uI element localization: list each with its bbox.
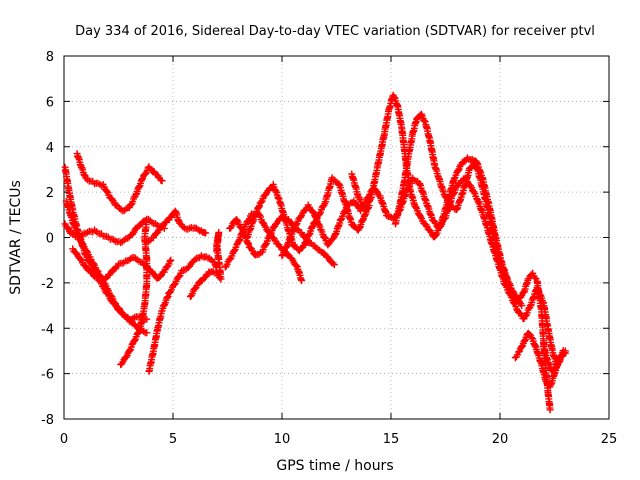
- series-track-8: [143, 207, 210, 246]
- track-point-markers: [391, 110, 526, 310]
- series-track-7: [145, 252, 221, 375]
- y-tick-label: -4: [41, 322, 54, 337]
- track-point-markers: [73, 150, 166, 215]
- y-tick-label: 0: [46, 232, 54, 247]
- track-point-markers: [143, 207, 210, 246]
- track-point-markers: [278, 174, 561, 369]
- series-track-3: [73, 150, 166, 215]
- axis-ticks: 0 5 10 15 20 25 -8 -6 -4 -2 0 2 4 6 8: [41, 50, 617, 447]
- track-point-markers: [348, 91, 554, 414]
- series-track-9: [186, 229, 225, 300]
- x-tick-label: 10: [274, 432, 291, 447]
- y-tick-label: 6: [46, 95, 54, 110]
- y-tick-label: 4: [46, 141, 54, 156]
- y-tick-label: -6: [41, 368, 54, 383]
- y-tick-label: -8: [41, 413, 54, 428]
- data-points: [61, 91, 569, 414]
- x-tick-label: 20: [492, 432, 509, 447]
- series-track-6: [117, 215, 151, 369]
- x-tick-label: 15: [383, 432, 400, 447]
- y-tick-label: -2: [41, 277, 54, 292]
- track-point-markers: [145, 252, 221, 375]
- series-track-5: [69, 245, 175, 284]
- track-point-markers: [117, 215, 151, 369]
- x-tick-label: 25: [601, 432, 618, 447]
- y-tick-label: 8: [46, 50, 54, 65]
- series-track-13: [278, 174, 561, 369]
- chart-title: Day 334 of 2016, Sidereal Day-to-day VTE…: [75, 24, 595, 39]
- series-track-15: [391, 110, 526, 310]
- series-track-14: [348, 91, 554, 414]
- track-point-markers: [540, 342, 569, 375]
- y-tick-label: 2: [46, 186, 54, 201]
- series-track-17: [540, 342, 569, 375]
- x-axis-label: GPS time / hours: [276, 458, 393, 474]
- track-point-markers: [61, 215, 168, 247]
- series-track-4: [61, 215, 168, 247]
- track-point-markers: [186, 229, 225, 300]
- track-point-markers: [69, 245, 175, 284]
- x-tick-label: 0: [60, 432, 68, 447]
- y-axis-label: SDTVAR / TECUs: [8, 180, 24, 295]
- x-tick-label: 5: [169, 432, 177, 447]
